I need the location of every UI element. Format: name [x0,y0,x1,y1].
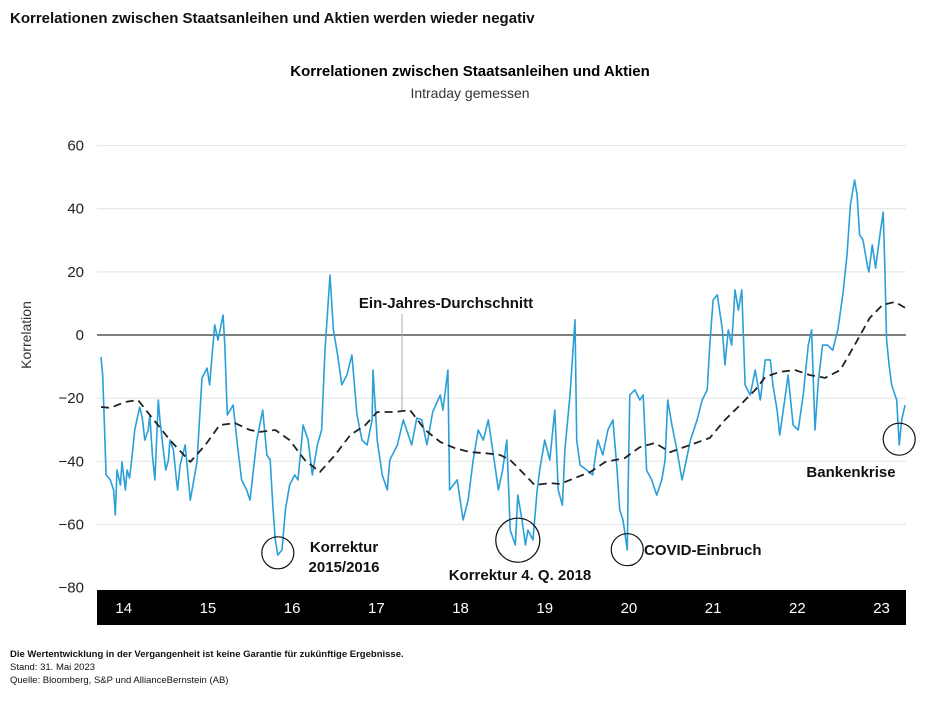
x-tick-label: 21 [705,600,722,617]
highlight-circle [882,422,916,456]
chart-title: Korrelationen zwischen Staatsanleihen un… [290,63,650,80]
x-tick-label: 23 [873,600,890,617]
annotation-label: Korrektur 4. Q. 2018 [449,567,592,584]
x-tick-label: 14 [115,600,132,617]
x-tick-label: 15 [200,600,217,617]
annotation-label: 2015/2016 [309,559,380,576]
annotation-label: Ein-Jahres-Durchschnitt [359,295,533,312]
y-tick-label: −60 [59,516,84,533]
footer-source: Quelle: Bloomberg, S&P und AllianceBerns… [10,675,229,686]
y-tick-label: 0 [76,327,84,344]
y-axis-label: Korrelation [18,301,34,369]
y-tick-label: −40 [59,453,84,470]
correlation-line [100,179,906,556]
y-tick-label: −80 [59,580,84,597]
x-tick-label: 17 [368,600,385,617]
x-axis-band [97,590,906,625]
x-tick-label: 20 [621,600,638,617]
x-tick-label: 22 [789,600,806,617]
highlight-circle [261,536,295,570]
x-tick-label: 19 [536,600,553,617]
annotation-label: Bankenkrise [806,464,895,481]
chart-subtitle: Intraday gemessen [410,85,529,101]
average-line [100,301,906,486]
y-tick-label: −20 [59,390,84,407]
page-title: Korrelationen zwischen Staatsanleihen un… [10,10,535,27]
annotation-label: COVID-Einbruch [644,542,762,559]
highlight-circle [495,517,541,563]
highlight-circle [610,533,644,567]
x-tick-label: 16 [284,600,301,617]
footer-disclaimer: Die Wertentwicklung in der Vergangenheit… [10,649,404,660]
y-tick-label: 20 [67,264,84,281]
y-tick-label: 40 [67,201,84,218]
x-tick-label: 18 [452,600,469,617]
annotation-label: Korrektur [310,539,379,556]
footer-date: Stand: 31. Mai 2023 [10,662,96,673]
y-tick-label: 60 [67,138,84,155]
